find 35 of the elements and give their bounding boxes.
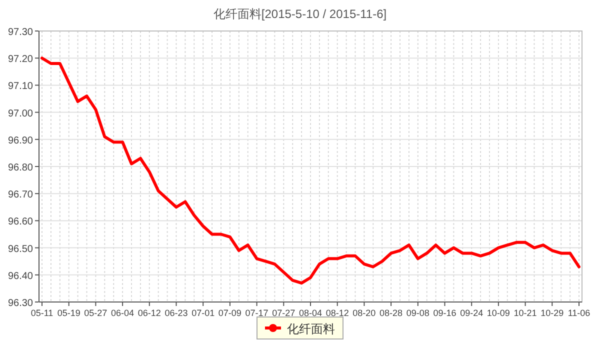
x-tick-label: 06-12 (138, 308, 161, 318)
y-tick-label: 97.10 (8, 81, 34, 92)
x-tick-label: 05-19 (57, 308, 80, 318)
y-tick-label: 96.30 (8, 298, 34, 309)
y-tick-label: 96.50 (8, 244, 34, 255)
x-tick-label: 09-08 (406, 308, 430, 318)
y-tick-label: 96.80 (8, 162, 34, 174)
line-series (40, 56, 580, 285)
y-tick-label: 96.40 (8, 270, 34, 282)
y-tick-label: 97.00 (8, 108, 34, 120)
chart-title: 化纤面料[2015-5-10 / 2015-11-6] (213, 7, 387, 21)
x-tick-label: 05-27 (84, 308, 108, 318)
x-tick-label: 09-16 (433, 308, 456, 318)
legend-label: 化纤面料 (287, 322, 335, 336)
x-tick-label: 07-01 (192, 308, 215, 318)
x-tick-label: 07-27 (272, 308, 296, 318)
y-tick-label: 97.30 (8, 27, 34, 38)
x-tick-label: 08-28 (380, 308, 403, 318)
y-tick-label: 96.90 (8, 135, 34, 146)
x-tick-label: 08-12 (326, 308, 349, 318)
x-tick-label: 05-11 (30, 308, 54, 318)
y-tick-label: 96.70 (8, 190, 34, 201)
x-tick-label: 06-23 (164, 308, 188, 318)
y-tick-label: 96.60 (8, 216, 34, 228)
x-tick-label: 08-04 (298, 308, 322, 318)
x-tick-label: 08-20 (352, 308, 376, 318)
x-tick-label: 10-29 (540, 308, 564, 318)
x-tick-label: 10-09 (486, 308, 510, 318)
x-tick-label: 07-09 (218, 308, 242, 318)
x-tick-label: 11-06 (568, 308, 590, 318)
y-tick-label: 97.20 (8, 54, 34, 66)
x-tick-label: 06-04 (111, 308, 134, 318)
x-tick-label: 09-24 (460, 308, 484, 318)
x-tick-label: 07-17 (245, 308, 268, 318)
x-tick-label: 10-21 (514, 308, 537, 318)
